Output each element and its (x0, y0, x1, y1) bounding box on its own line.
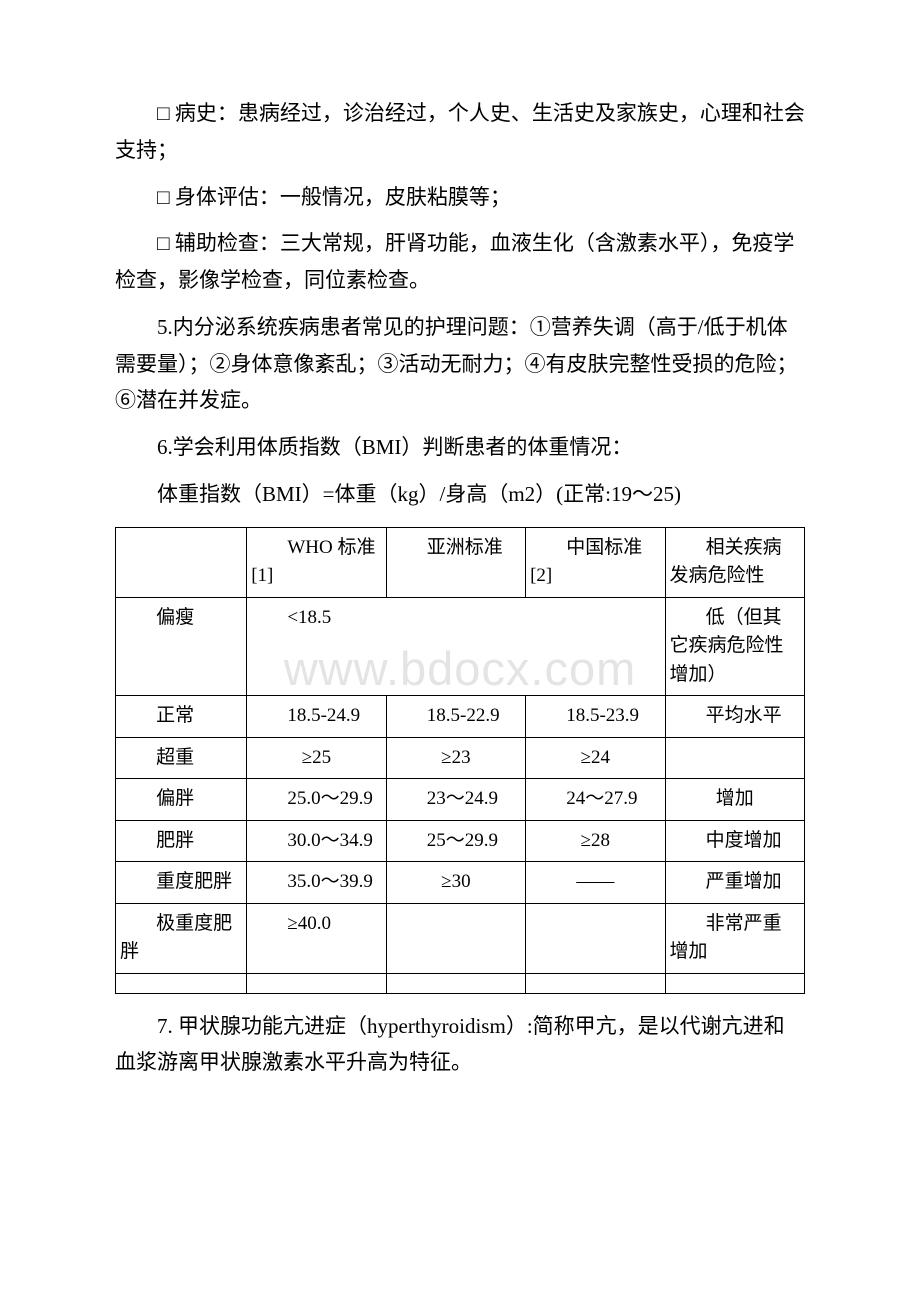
th-asia: 亚洲标准 (386, 527, 525, 597)
blank-cell (386, 973, 525, 993)
cell-china: ≥28 (526, 820, 665, 862)
cell-label: 偏瘦 (116, 597, 247, 696)
cell-who: 18.5-24.9 (247, 696, 386, 738)
cell-asia: ≥30 (386, 862, 525, 904)
cell-who: 35.0～39.9 (247, 862, 386, 904)
cell-china (526, 903, 665, 973)
cell-label: 偏胖 (116, 779, 247, 821)
cell-label: 正常 (116, 696, 247, 738)
paragraph-bmi-intro: 6.学会利用体质指数（BMI）判断患者的体重情况： (115, 429, 805, 466)
blank-cell (526, 973, 665, 993)
th-china: 中国标准[2] (526, 527, 665, 597)
cell-risk: 平均水平 (665, 696, 804, 738)
th-who: WHO 标准[1] (247, 527, 386, 597)
cell-asia: ≥23 (386, 737, 525, 779)
document-content: □ 病史：患病经过，诊治经过，个人史、生活史及家族史，心理和社会支持； □ 身体… (115, 95, 805, 1081)
cell-china: 18.5-23.9 (526, 696, 665, 738)
paragraph-body-eval: □ 身体评估：一般情况，皮肤粘膜等； (115, 179, 805, 216)
table-row: 偏瘦 <18.5 低（但其它疾病危险性增加） (116, 597, 805, 696)
table-row: 肥胖 30.0～34.9 25～29.9 ≥28 中度增加 (116, 820, 805, 862)
paragraph-hyperthyroidism: 7. 甲状腺功能亢进症（hyperthyroidism）:简称甲亢，是以代谢亢进… (115, 1008, 805, 1082)
cell-asia: 25～29.9 (386, 820, 525, 862)
bmi-table: WHO 标准[1] 亚洲标准 中国标准[2] 相关疾病发病危险性 偏瘦 <18.… (115, 527, 805, 994)
cell-china: 24～27.9 (526, 779, 665, 821)
blank-cell (665, 973, 804, 993)
cell-who: 30.0～34.9 (247, 820, 386, 862)
cell-who: <18.5 (247, 597, 665, 696)
table-row: 偏胖 25.0～29.9 23～24.9 24～27.9 增加 (116, 779, 805, 821)
cell-asia: 23～24.9 (386, 779, 525, 821)
cell-label: 肥胖 (116, 820, 247, 862)
cell-asia: 18.5-22.9 (386, 696, 525, 738)
cell-label: 重度肥胖 (116, 862, 247, 904)
cell-asia (386, 903, 525, 973)
th-blank (116, 527, 247, 597)
cell-risk: 中度增加 (665, 820, 804, 862)
cell-who: ≥25 (247, 737, 386, 779)
cell-who: ≥40.0 (247, 903, 386, 973)
table-row: 极重度肥胖 ≥40.0 非常严重增加 (116, 903, 805, 973)
blank-cell (247, 973, 386, 993)
cell-risk: 严重增加 (665, 862, 804, 904)
cell-risk: 低（但其它疾病危险性增加） (665, 597, 804, 696)
th-risk: 相关疾病发病危险性 (665, 527, 804, 597)
table-row: 超重 ≥25 ≥23 ≥24 (116, 737, 805, 779)
paragraph-history: □ 病史：患病经过，诊治经过，个人史、生活史及家族史，心理和社会支持； (115, 95, 805, 169)
cell-china: —— (526, 862, 665, 904)
cell-china: ≥24 (526, 737, 665, 779)
cell-risk (665, 737, 804, 779)
cell-who: 25.0～29.9 (247, 779, 386, 821)
table-blank-row (116, 973, 805, 993)
paragraph-bmi-formula: 体重指数（BMI）=体重（kg）/身高（m2）(正常:19～25) (115, 476, 805, 513)
cell-label: 超重 (116, 737, 247, 779)
cell-risk: 增加 (665, 779, 804, 821)
cell-risk: 非常严重增加 (665, 903, 804, 973)
table-header-row: WHO 标准[1] 亚洲标准 中国标准[2] 相关疾病发病危险性 (116, 527, 805, 597)
blank-cell (116, 973, 247, 993)
cell-label: 极重度肥胖 (116, 903, 247, 973)
paragraph-nursing: 5.内分泌系统疾病患者常见的护理问题：①营养失调（高于/低于机体需要量）；②身体… (115, 309, 805, 419)
table-row: 正常 18.5-24.9 18.5-22.9 18.5-23.9 平均水平 (116, 696, 805, 738)
table-row: 重度肥胖 35.0～39.9 ≥30 —— 严重增加 (116, 862, 805, 904)
paragraph-aux-exam: □ 辅助检查：三大常规，肝肾功能，血液生化（含激素水平），免疫学检查，影像学检查… (115, 225, 805, 299)
